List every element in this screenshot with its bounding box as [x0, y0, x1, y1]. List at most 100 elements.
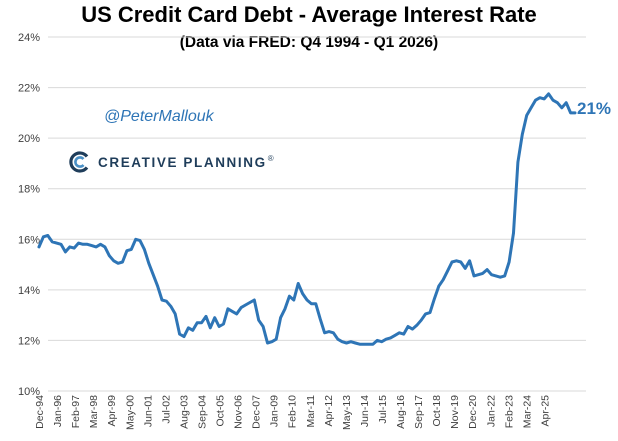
data-point — [499, 276, 502, 279]
data-point — [406, 325, 410, 328]
data-point — [459, 260, 462, 264]
data-point — [72, 246, 76, 250]
x-tick-label: Aug-03 — [178, 395, 190, 429]
data-point — [543, 97, 546, 101]
x-tick-label: Aug-16 — [395, 395, 407, 429]
creative-planning-logo-icon — [69, 151, 89, 173]
data-point — [275, 338, 278, 341]
data-point — [428, 311, 432, 314]
x-axis-ticks: Dec-94 Jan-96 Feb-97 Mar-98 Apr-99 May-00 Jun-… — [34, 395, 551, 430]
y-tick-label: 16% — [18, 234, 40, 246]
data-point — [477, 273, 480, 276]
data-point — [200, 321, 203, 324]
data-point — [257, 319, 260, 322]
data-point — [376, 339, 379, 342]
data-point — [349, 340, 353, 343]
data-point — [420, 319, 423, 322]
x-tick-label: Nov-19 — [449, 395, 461, 429]
data-point — [46, 234, 49, 237]
x-tick-label: Jul-02 — [160, 395, 172, 424]
data-point — [297, 282, 300, 285]
data-point — [538, 96, 542, 99]
data-point — [384, 338, 388, 341]
data-point — [156, 284, 159, 288]
data-point — [507, 260, 511, 264]
data-point — [68, 245, 72, 249]
data-point — [569, 111, 572, 115]
data-point — [244, 303, 247, 307]
data-point — [160, 298, 164, 302]
data-point — [472, 274, 476, 278]
data-point — [305, 298, 309, 302]
y-tick-label: 10% — [18, 386, 40, 398]
series-line-interest-rate — [37, 92, 577, 346]
data-point — [86, 243, 89, 246]
data-point — [411, 327, 414, 331]
x-tick-label: Mar-11 — [305, 395, 317, 428]
data-point — [147, 262, 150, 265]
y-tick-label: 22% — [18, 83, 40, 95]
data-point — [310, 302, 313, 305]
x-tick-label: Jun-14 — [359, 395, 371, 427]
x-tick-label: Sep-04 — [196, 395, 208, 429]
data-point — [270, 340, 274, 343]
data-point — [143, 248, 146, 251]
data-point — [64, 250, 67, 254]
y-tick-label: 12% — [18, 335, 40, 347]
data-point — [490, 273, 493, 276]
data-point — [213, 316, 216, 319]
data-point — [130, 248, 133, 251]
data-point — [121, 260, 124, 264]
data-point — [37, 245, 41, 249]
x-tick-label: Apr-12 — [323, 395, 335, 427]
data-point — [103, 245, 107, 249]
data-point — [525, 114, 528, 117]
x-tick-label: Jun-01 — [142, 395, 154, 427]
data-point — [248, 301, 252, 304]
data-point — [547, 92, 550, 96]
data-point — [371, 343, 375, 346]
data-point — [138, 239, 142, 242]
x-tick-label: Feb-23 — [503, 395, 515, 428]
data-point — [253, 298, 256, 302]
data-point — [556, 101, 559, 104]
data-point — [437, 284, 440, 288]
data-point — [77, 241, 80, 245]
data-point — [415, 324, 418, 327]
data-point — [446, 269, 449, 273]
data-point — [340, 340, 344, 343]
data-point — [468, 259, 471, 262]
x-tick-label: Mar-24 — [521, 395, 533, 428]
data-point — [393, 334, 397, 337]
data-point — [354, 341, 357, 345]
data-point — [512, 231, 515, 235]
data-point — [116, 262, 120, 265]
data-point — [345, 341, 348, 345]
brand-trademark: ® — [267, 154, 274, 163]
data-point — [235, 312, 238, 316]
data-point — [59, 243, 63, 246]
x-tick-label: May-13 — [341, 395, 353, 430]
y-tick-label: 18% — [18, 184, 40, 196]
data-point — [442, 278, 445, 281]
data-point — [169, 305, 172, 308]
data-point — [90, 244, 93, 247]
data-point — [239, 306, 243, 309]
data-point — [165, 300, 168, 303]
brand-name: CREATIVE PLANNING — [98, 154, 267, 170]
series-layer — [37, 92, 577, 346]
x-tick-label: Dec-07 — [251, 395, 263, 429]
data-point — [191, 329, 194, 332]
data-point — [81, 243, 85, 246]
data-point — [402, 332, 405, 336]
data-point — [573, 111, 577, 115]
data-point — [433, 297, 436, 300]
grid-lines — [48, 36, 586, 392]
data-point — [209, 326, 212, 329]
data-point — [182, 335, 186, 338]
end-value-label: 21% — [577, 99, 612, 118]
data-point — [503, 274, 506, 278]
data-point — [222, 322, 225, 326]
